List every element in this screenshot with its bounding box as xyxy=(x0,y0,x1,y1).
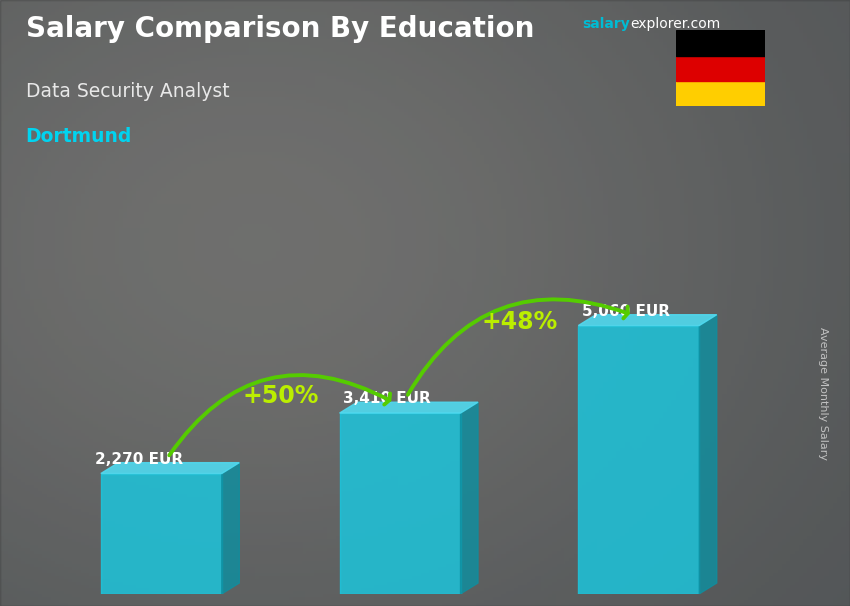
Bar xyxy=(578,325,700,594)
Text: 3,410 EUR: 3,410 EUR xyxy=(343,391,431,406)
Polygon shape xyxy=(222,462,240,594)
Text: salary: salary xyxy=(582,17,630,31)
Bar xyxy=(676,81,765,106)
Text: explorer.com: explorer.com xyxy=(631,17,721,31)
Text: +50%: +50% xyxy=(242,384,319,408)
Polygon shape xyxy=(101,462,240,473)
Text: Salary Comparison By Education: Salary Comparison By Education xyxy=(26,15,534,43)
Bar xyxy=(101,473,222,594)
Text: Average Monthly Salary: Average Monthly Salary xyxy=(818,327,828,461)
Text: +48%: +48% xyxy=(481,310,558,333)
Text: Data Security Analyst: Data Security Analyst xyxy=(26,82,230,101)
Polygon shape xyxy=(339,402,478,413)
Text: 5,060 EUR: 5,060 EUR xyxy=(582,304,670,319)
Polygon shape xyxy=(700,315,717,594)
Polygon shape xyxy=(461,402,478,594)
Bar xyxy=(339,413,461,594)
Bar xyxy=(676,30,765,56)
Polygon shape xyxy=(578,315,717,325)
Text: Dortmund: Dortmund xyxy=(26,127,132,146)
Text: 2,270 EUR: 2,270 EUR xyxy=(95,451,183,467)
Bar xyxy=(676,56,765,81)
